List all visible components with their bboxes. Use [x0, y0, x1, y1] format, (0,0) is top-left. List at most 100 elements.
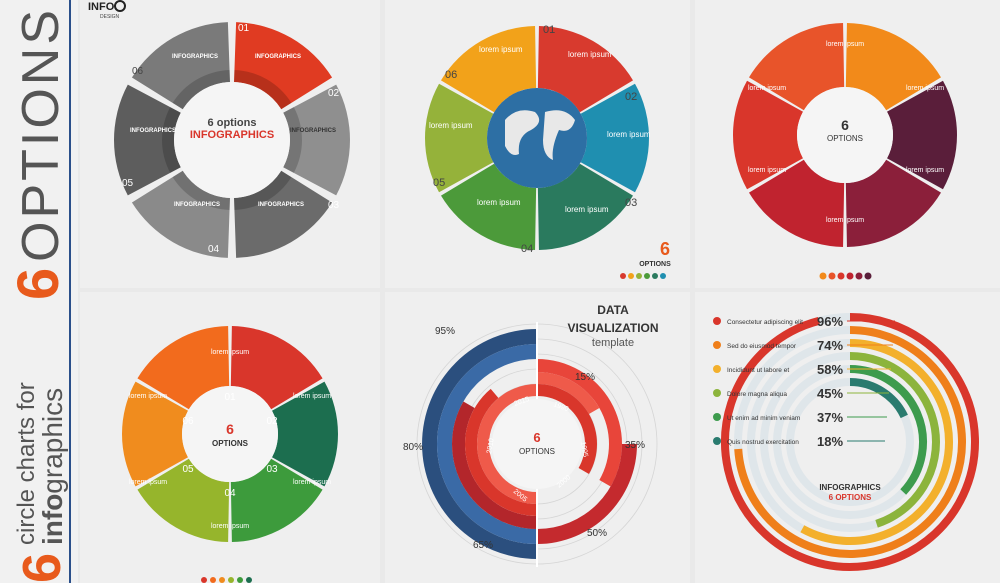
- panel-6: Consectetur adipiscing elit 96% Sed do eiu…: [695, 292, 1000, 583]
- p1-number-02: 02: [328, 88, 340, 99]
- p6-ring-arc: [721, 313, 979, 571]
- p4-center: [182, 386, 278, 482]
- p1-segment-inner: [234, 170, 292, 210]
- p2-badge-num: 6: [660, 239, 670, 259]
- p4-seg-title-6: lorem ipsum: [129, 393, 167, 400]
- sidebar-subtitle-rest: graphics: [37, 388, 68, 494]
- p3-seg-title-4: lorem ipsum: [826, 217, 864, 224]
- p1-seg-title-4: INFOGRAPHICS: [174, 202, 220, 208]
- p2-number-06: 06: [445, 69, 457, 81]
- color-dot: [864, 272, 872, 280]
- p5-year-1990: 1990: [552, 401, 569, 413]
- p3-seg-title-5: lorem ipsum: [748, 167, 786, 174]
- p4-number-02: 02: [266, 416, 278, 427]
- p4-segment: [137, 458, 230, 542]
- panel-3: 6 OPTIONS lorem ipsum lorem ipsum lorem …: [695, 0, 1000, 288]
- color-dot: [237, 577, 243, 583]
- p5-arc: [452, 401, 537, 529]
- p5-arc: [437, 344, 537, 544]
- p5-arc: [537, 384, 597, 474]
- color-dot: [201, 577, 207, 583]
- p5-percent-80: 80%: [403, 442, 423, 453]
- p5-percent-35: 35%: [625, 440, 645, 451]
- p2-seg-title-2: lorem ipsum: [607, 130, 651, 139]
- color-dot: [636, 273, 642, 279]
- p5-arc: [537, 359, 622, 487]
- p1-segment: [114, 84, 181, 196]
- p6-row-value: 74%: [817, 338, 843, 353]
- p1-center-top: 6 options: [208, 117, 257, 129]
- p6-row-value: 96%: [817, 314, 843, 329]
- p5-title-1: DATA: [597, 303, 629, 317]
- sidebar-subtitle-text: circle charts for: [13, 382, 40, 545]
- p2-segment: [440, 26, 537, 113]
- sidebar-subtitle-info: infographics: [37, 388, 68, 545]
- color-dot: [652, 273, 658, 279]
- p4-number-01: 01: [224, 392, 236, 403]
- p5-arc: [477, 384, 537, 504]
- p1-segment: [131, 22, 230, 110]
- p4-number-06: 06: [182, 416, 194, 427]
- p6-row-label: Ut enim ad minim veniam: [727, 415, 800, 422]
- p2-badge-text: OPTIONS: [639, 261, 671, 268]
- p2-seg-title-5: lorem ipsum: [429, 121, 473, 130]
- p6-row-icon: [713, 413, 721, 421]
- color-dot: [219, 577, 225, 583]
- logo-icon: [114, 0, 126, 12]
- p4-segment: [122, 381, 189, 487]
- globe-icon: [487, 88, 587, 188]
- sidebar-subtitle-bold: info: [37, 494, 68, 545]
- p3-segment: [886, 80, 957, 190]
- p2-segment: [580, 83, 649, 193]
- color-dot: [628, 273, 634, 279]
- p6-ring-arc: [800, 339, 953, 545]
- p3-seg-title-1: lorem ipsum: [826, 41, 864, 48]
- p1-number-06: 06: [132, 66, 144, 77]
- p6-row-icon: [713, 389, 721, 397]
- p5-year-2010: 2010: [486, 438, 496, 455]
- p5-center: [492, 399, 582, 489]
- p4-segment: [230, 326, 323, 410]
- p3-segment: [845, 159, 942, 247]
- p2-number-03: 03: [625, 197, 637, 209]
- p3-segment: [748, 159, 845, 247]
- color-dot: [846, 272, 854, 280]
- color-dot: [819, 272, 827, 280]
- color-dot: [855, 272, 863, 280]
- p4-seg-title-3: lorem ipsum: [293, 479, 331, 486]
- p2-segment: [537, 26, 634, 113]
- p5-year-2015: 2015: [513, 396, 530, 408]
- p2-number-05: 05: [433, 177, 445, 189]
- globe-continent: [543, 110, 575, 160]
- p6-ring-arc: [849, 365, 927, 495]
- p4-number-05: 05: [182, 464, 194, 475]
- p6-row-value: 58%: [817, 362, 843, 377]
- p5-percent-65: 65%: [473, 540, 493, 551]
- p2-seg-title-4: lorem ipsum: [477, 198, 521, 207]
- p1-segment: [234, 22, 333, 110]
- p3-seg-title-6: lorem ipsum: [748, 85, 786, 92]
- p6-row-label: Dolore magna aliqua: [727, 391, 787, 398]
- p4-seg-title-4: lorem ipsum: [211, 523, 249, 530]
- p1-segment-inner: [172, 70, 230, 110]
- color-dot: [828, 272, 836, 280]
- p5-arc: [537, 444, 637, 544]
- p3-seg-title-3: lorem ipsum: [906, 167, 944, 174]
- donut-chart-3: 6 OPTIONS lorem ipsum lorem ipsum lorem …: [733, 23, 957, 280]
- p6-row-icon: [713, 437, 721, 445]
- p1-segment: [131, 170, 230, 258]
- donut-center-1: [174, 82, 290, 198]
- p6-ring-arc: [734, 326, 966, 558]
- panel-5: 6 OPTIONS DATA VISUALIZATION template 95…: [385, 292, 690, 583]
- p3-center-text: OPTIONS: [827, 134, 863, 143]
- p5-title-2: VISUALIZATION: [567, 321, 658, 335]
- p2-seg-title-1: lorem ipsum: [568, 50, 612, 59]
- p6-ring-arc: [849, 352, 940, 528]
- p6-center-sub: 6 OPTIONS: [829, 493, 872, 502]
- sidebar-subtitle-number: 6: [12, 553, 72, 583]
- p1-number-04: 04: [208, 244, 220, 255]
- p1-number-05: 05: [122, 178, 134, 189]
- p5-title-3: template: [592, 337, 634, 349]
- radial-chart-6: Consectetur adipiscing elit 96% Sed do eiu…: [713, 313, 979, 571]
- p4-center-num: 6: [226, 421, 234, 437]
